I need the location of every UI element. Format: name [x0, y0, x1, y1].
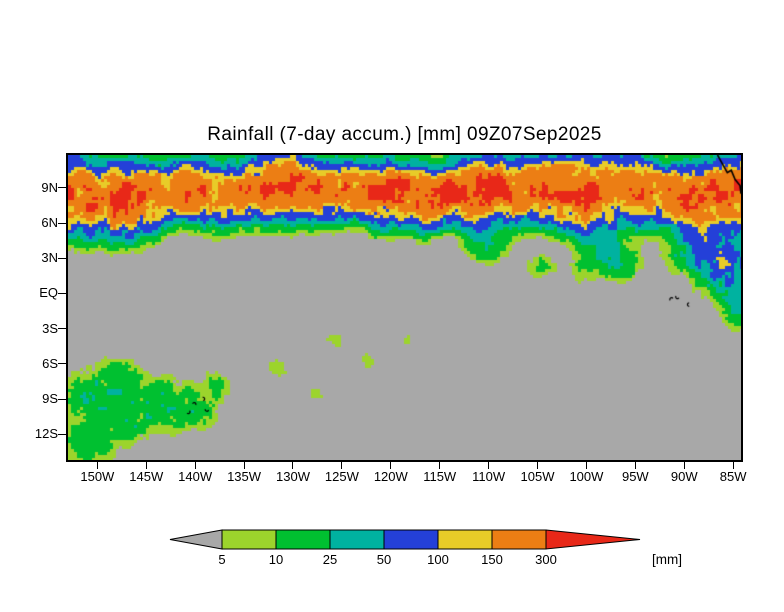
colorbar-tick-label: 5 — [218, 552, 225, 567]
map-frame — [66, 153, 743, 462]
y-tick-label: 9S — [42, 391, 58, 406]
y-tick-mark — [58, 363, 66, 365]
y-tick-mark — [58, 187, 66, 189]
x-tick-mark — [634, 462, 636, 469]
colorbar-tick-label: 100 — [427, 552, 449, 567]
x-tick-mark — [537, 462, 539, 469]
colorbar-tick-label: 25 — [323, 552, 337, 567]
y-tick-label: 3N — [41, 250, 58, 266]
colorbar-segment — [221, 529, 277, 550]
x-tick-mark — [96, 462, 98, 469]
colorbar-segment — [275, 529, 331, 550]
x-tick-mark — [145, 462, 147, 469]
x-tick-label: 145W — [129, 469, 164, 484]
colorbar-segment — [437, 529, 493, 550]
colorbar-tick-label: 150 — [481, 552, 503, 567]
y-tick-label: 6S — [42, 355, 58, 371]
colorbar-tick-label: 10 — [269, 552, 283, 567]
y-tick-label: 12S — [34, 426, 58, 442]
x-tick-label: 85W — [719, 469, 747, 484]
y-tick-label: EQ — [39, 285, 58, 301]
colorbar-tick-label: 300 — [535, 552, 557, 567]
colorbar-legend: 5 10 25 50 100 150 300 [mm] — [169, 529, 682, 567]
y-tick-mark — [58, 222, 66, 224]
colorbar-arrow-low — [169, 529, 223, 550]
y-tick-mark — [58, 292, 66, 294]
x-tick-mark — [292, 462, 294, 469]
x-tick-label: 150W — [80, 469, 115, 484]
colorbar-arrow-high — [545, 529, 641, 550]
x-tick-label: 95W — [621, 469, 649, 484]
x-tick-label: 135W — [227, 469, 262, 484]
x-tick-mark — [488, 462, 490, 469]
x-tick-label: 105W — [520, 469, 555, 484]
y-tick-label: 3S — [42, 320, 58, 336]
colorbar-tick-label: 50 — [377, 552, 391, 567]
x-tick-mark — [390, 462, 392, 469]
x-tick-mark — [341, 462, 343, 469]
x-tick-label: 125W — [324, 469, 359, 484]
x-tick-label: 115W — [423, 469, 457, 484]
x-tick-mark — [585, 462, 587, 469]
colorbar-unit-label: [mm] — [652, 552, 682, 567]
x-tick-label: 110W — [472, 469, 506, 484]
x-tick-label: 90W — [670, 469, 698, 484]
colorbar-segment — [329, 529, 385, 550]
colorbar-segment — [491, 529, 547, 550]
y-tick-mark — [58, 328, 66, 330]
y-tick-label: 9N — [41, 179, 58, 195]
x-tick-mark — [243, 462, 245, 469]
rainfall-heatmap-canvas — [68, 155, 741, 460]
y-tick-mark — [58, 433, 66, 435]
x-tick-mark — [439, 462, 441, 469]
x-tick-label: 100W — [569, 469, 604, 484]
y-tick-mark — [58, 398, 66, 400]
x-tick-mark — [732, 462, 734, 469]
chart-title: Rainfall (7-day accum.) [mm] 09Z07Sep202… — [207, 124, 602, 145]
y-tick-label: 6N — [41, 215, 58, 231]
x-tick-label: 140W — [178, 469, 213, 484]
x-tick-label: 130W — [276, 469, 310, 484]
y-tick-mark — [58, 257, 66, 259]
x-tick-label: 120W — [373, 469, 408, 484]
colorbar-segment — [383, 529, 439, 550]
x-tick-mark — [194, 462, 196, 469]
x-tick-mark — [683, 462, 685, 469]
